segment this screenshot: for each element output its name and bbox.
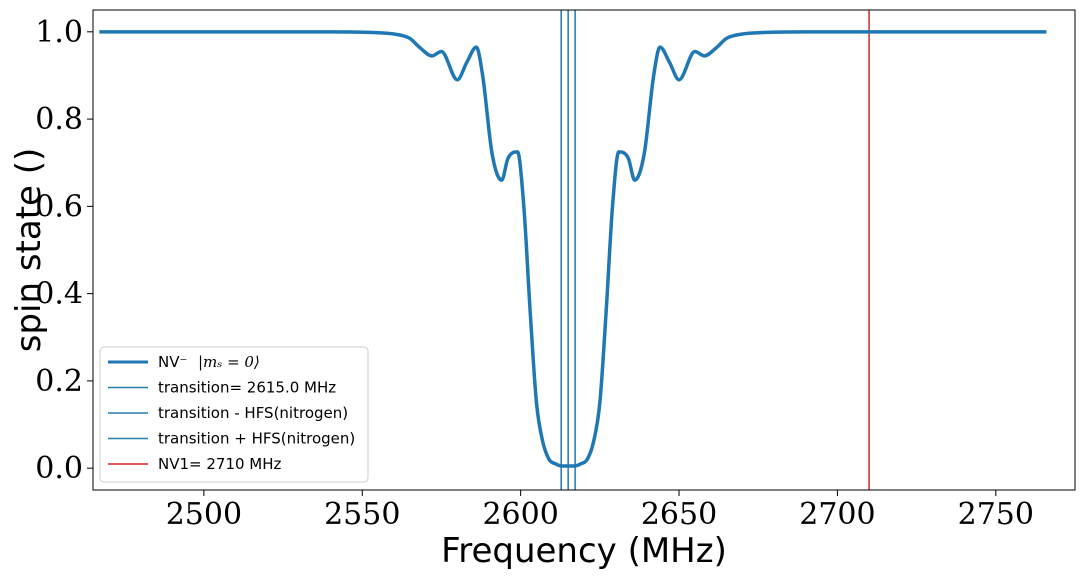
y-tick-label: 0.2 xyxy=(35,364,83,399)
legend: NV⁻ |mₛ = 0⟩ transition= 2615.0 MHz transit… xyxy=(99,346,369,483)
legend-label: transition - HFS(nitrogen) xyxy=(158,404,348,422)
x-tick-label: 2750 xyxy=(958,497,1034,532)
plot-area xyxy=(99,10,1047,490)
y-tick-label: 1.0 xyxy=(35,15,83,50)
y-tick-label: 0.8 xyxy=(35,102,83,137)
legend-label: transition + HFS(nitrogen) xyxy=(158,430,355,448)
x-axis-ticks: 2500 2550 2600 2650 2700 2750 xyxy=(166,490,1034,532)
x-axis-label: Frequency (MHz) xyxy=(441,531,727,571)
y-tick-label: 0.6 xyxy=(35,189,83,224)
axes-frame xyxy=(92,9,1076,491)
x-tick-label: 2700 xyxy=(799,497,875,532)
y-axis-ticks: 0.0 0.2 0.4 0.6 0.8 1.0 xyxy=(35,15,93,486)
x-tick-label: 2500 xyxy=(166,497,242,532)
y-axis-label: spin state () xyxy=(9,148,49,353)
x-tick-label: 2550 xyxy=(324,497,400,532)
x-tick-label: 2600 xyxy=(482,497,558,532)
x-tick-label: 2650 xyxy=(641,497,717,532)
legend-box xyxy=(99,346,369,483)
y-tick-label: 0.4 xyxy=(35,277,83,312)
series-line-0 xyxy=(99,30,1047,468)
legend-math-label: |mₛ = 0⟩ xyxy=(198,353,260,371)
y-tick-label: 0.0 xyxy=(35,451,83,486)
legend-label: NV⁻ xyxy=(158,353,187,371)
legend-label: NV1= 2710 MHz xyxy=(158,455,282,473)
legend-label: transition= 2615.0 MHz xyxy=(158,379,336,397)
